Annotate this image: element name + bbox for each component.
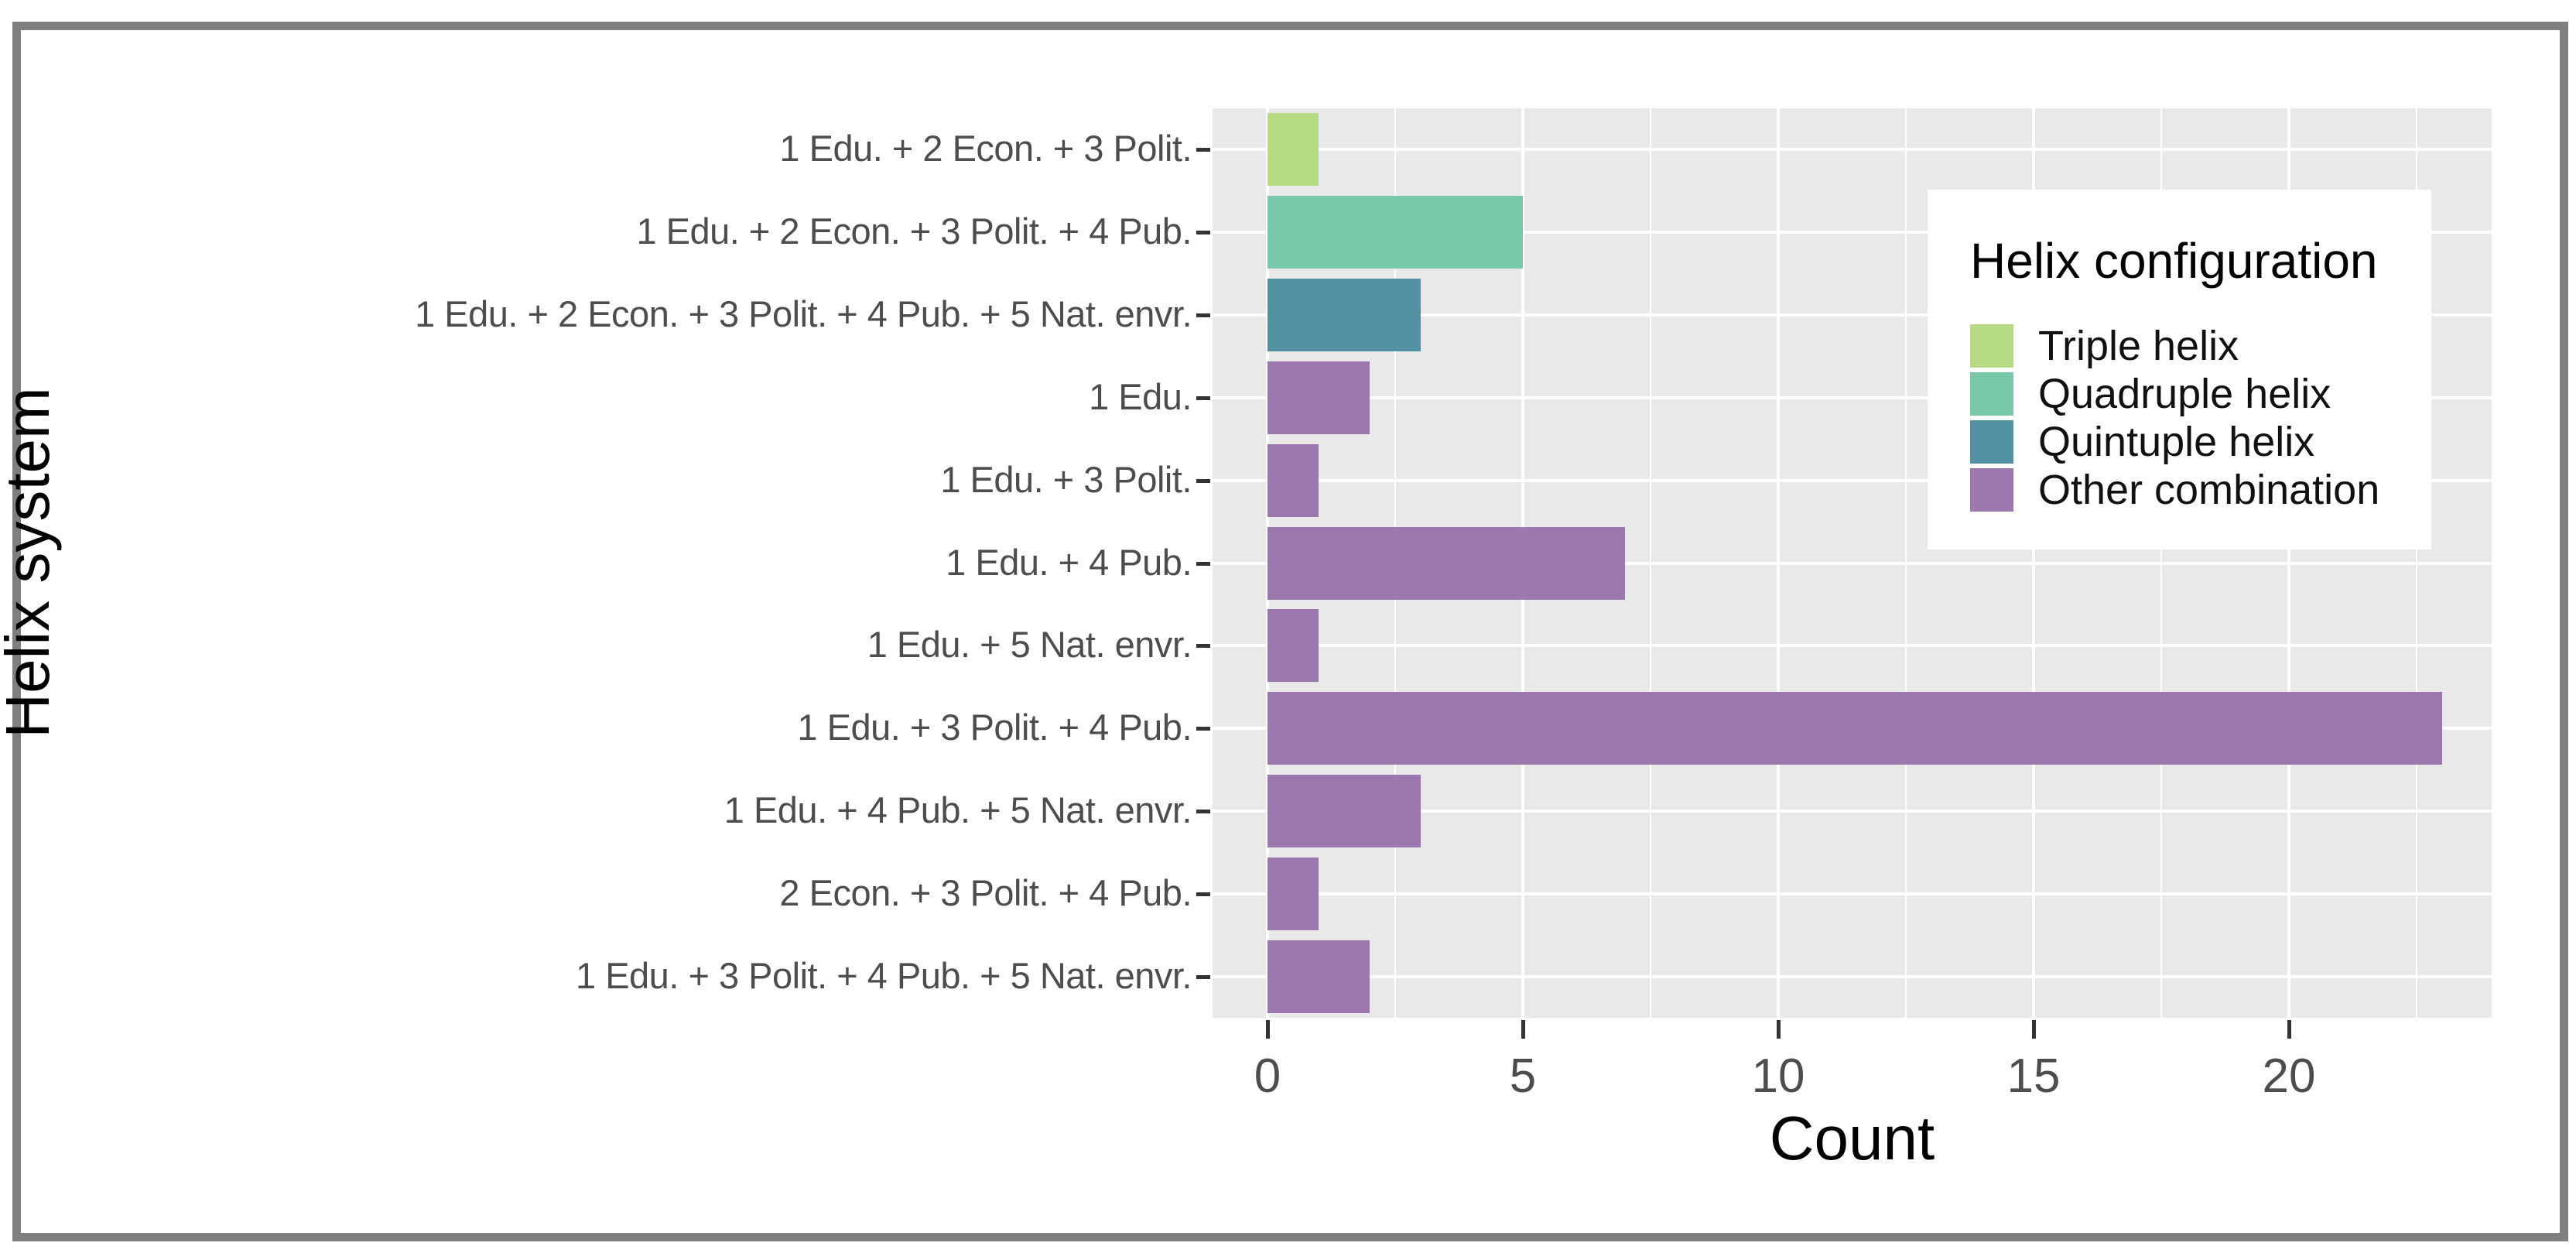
x-tick-label: 0 <box>1254 1049 1281 1103</box>
legend-item: Quadruple helix <box>1970 370 2431 418</box>
x-axis-title: Count <box>1769 1104 1935 1173</box>
y-axis-label: 1 Edu. + 3 Polit. + 4 Pub. + 5 Nat. envr… <box>576 954 1192 996</box>
y-axis-label: 1 Edu. + 2 Econ. + 3 Polit. + 4 Pub. <box>636 211 1192 252</box>
legend-items: Triple helix Quadruple helix Quintuple hel… <box>1970 322 2431 514</box>
y-axis-label: 1 Edu. + 2 Econ. + 3 Polit. + 4 Pub. + 5… <box>415 293 1192 335</box>
gridline-major <box>1213 313 2492 317</box>
gridline-major <box>1213 561 2492 565</box>
legend-swatch <box>1970 324 2013 368</box>
gridline-major <box>1213 974 2492 978</box>
legend-title: Helix configuration <box>1970 233 2378 289</box>
gridline-major <box>1213 644 2492 648</box>
legend-swatch <box>1970 468 2013 512</box>
y-tick-mark <box>1196 231 1210 235</box>
bar <box>1267 940 1370 1013</box>
y-axis-label: 1 Edu. + 5 Nat. envr. <box>867 624 1192 666</box>
y-tick-mark <box>1196 561 1210 566</box>
y-axis-label: 1 Edu. + 2 Econ. + 3 Polit. <box>779 128 1192 169</box>
legend-item: Triple helix <box>1970 322 2431 370</box>
x-tick-mark <box>1266 1020 1270 1039</box>
y-axis-label: 1 Edu. + 4 Pub. <box>946 541 1192 583</box>
legend-swatch <box>1970 372 2013 416</box>
x-tick-mark <box>1521 1020 1525 1039</box>
legend: Helix configuration Triple helix Quadrupl… <box>1928 190 2431 549</box>
x-tick-label: 5 <box>1509 1049 1537 1103</box>
gridline-major <box>1213 231 2492 235</box>
bar <box>1267 774 1421 847</box>
y-tick-mark <box>1196 395 1210 400</box>
x-tick-mark <box>2287 1020 2291 1039</box>
x-tick-label: 20 <box>2262 1049 2316 1103</box>
y-tick-mark <box>1196 644 1210 649</box>
bar <box>1267 113 1319 187</box>
x-tick-mark <box>2032 1020 2036 1039</box>
x-tick-label: 15 <box>2006 1049 2061 1103</box>
bar <box>1267 857 1319 930</box>
legend-item-label: Quintuple helix <box>2038 419 2315 465</box>
gridline-major <box>1213 892 2492 895</box>
y-tick-mark <box>1196 313 1210 318</box>
gridline-major <box>1213 395 2492 399</box>
gridline-major <box>1213 809 2492 813</box>
y-axis-label: 2 Econ. + 3 Polit. + 4 Pub. <box>779 871 1192 913</box>
y-tick-mark <box>1196 478 1210 483</box>
x-tick-label: 10 <box>1751 1049 1805 1103</box>
bar <box>1267 361 1370 434</box>
bar <box>1267 196 1523 269</box>
y-axis-title: Helix system <box>0 387 62 738</box>
bar <box>1267 526 1625 600</box>
legend-item: Quintuple helix <box>1970 418 2431 466</box>
y-tick-mark <box>1196 148 1210 152</box>
legend-item-label: Quadruple helix <box>2038 371 2331 417</box>
y-tick-mark <box>1196 892 1210 896</box>
y-axis-label: 1 Edu. + 3 Polit. + 4 Pub. <box>797 707 1192 748</box>
y-axis-label: 1 Edu. + 3 Polit. <box>940 458 1192 500</box>
bar <box>1267 443 1319 517</box>
y-tick-mark <box>1196 974 1210 979</box>
legend-swatch <box>1970 420 2013 464</box>
bar <box>1267 692 2442 765</box>
legend-item-label: Other combination <box>2038 467 2380 513</box>
legend-item: Other combination <box>1970 466 2431 514</box>
y-axis-label: 1 Edu. <box>1089 375 1192 417</box>
legend-item-label: Triple helix <box>2038 323 2239 369</box>
y-axis-label: 1 Edu. + 4 Pub. + 5 Nat. envr. <box>724 789 1192 830</box>
y-tick-mark <box>1196 727 1210 731</box>
x-tick-mark <box>1777 1020 1781 1039</box>
gridline-major <box>1213 148 2492 152</box>
bar <box>1267 279 1421 352</box>
bar <box>1267 609 1319 683</box>
gridline-major <box>1213 478 2492 482</box>
y-tick-mark <box>1196 809 1210 813</box>
